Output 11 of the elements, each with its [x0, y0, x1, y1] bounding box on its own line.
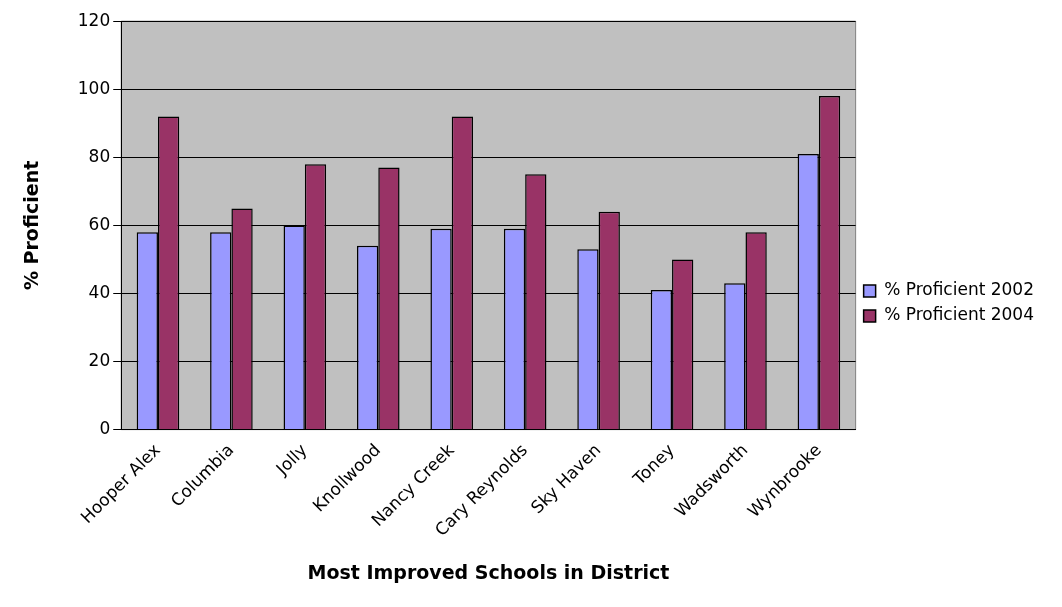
y-tick-label: 80: [88, 145, 111, 166]
y-tick-label: 20: [88, 349, 111, 370]
y-tick-label: 40: [88, 281, 111, 302]
y-axis-title: % Proficient: [20, 160, 43, 291]
x-axis-title: Most Improved Schools in District: [307, 560, 670, 583]
legend-label: % Proficient 2002: [884, 279, 1034, 300]
y-tick-label: 60: [88, 213, 111, 234]
y-tick-label: 0: [99, 418, 111, 439]
y-tick-label: 100: [77, 77, 111, 98]
y-tick-label: 120: [77, 9, 111, 30]
legend-label: % Proficient 2004: [884, 304, 1034, 325]
